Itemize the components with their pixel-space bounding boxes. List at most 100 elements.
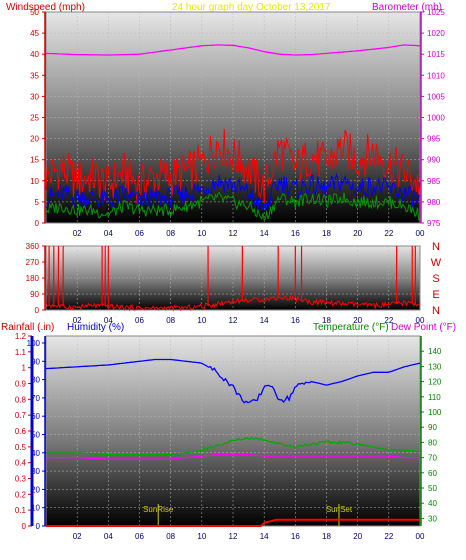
temperature-tick-label: 120	[428, 378, 442, 387]
dewpoint-axis-label: Dew Point (°F)	[391, 322, 456, 333]
y-left-tick-label: 10	[30, 177, 39, 186]
series-barometer-line	[45, 44, 421, 56]
humidity-tick-label: 100	[27, 339, 41, 348]
compass-label: W	[431, 257, 442, 269]
rainfall-tick-label: 0.8	[15, 395, 27, 404]
y-left-tick-label: 40	[30, 50, 39, 59]
humidity-tick-label: 70	[31, 394, 40, 403]
x-tick-label: 16	[291, 532, 300, 541]
x-tick-label: 22	[384, 532, 393, 541]
y-left-tick-label: 270	[26, 258, 40, 267]
x-tick-label: 10	[197, 229, 206, 238]
y-right-tick-label: 1010	[427, 71, 445, 80]
humidity-tick-label: 60	[31, 412, 40, 421]
temperature-tick-label: 140	[428, 347, 442, 356]
temperature-tick-label: 100	[428, 408, 442, 417]
x-tick-label: 12	[229, 229, 238, 238]
x-tick-label: 06	[135, 229, 144, 238]
series-wind-direction-line	[45, 294, 421, 312]
temperature-axis-label: Temperature (°F)	[313, 322, 389, 333]
humidity-tick-label: 30	[31, 467, 40, 476]
humidity-tick-label: 50	[31, 431, 40, 440]
header-windspeed-label: Windspeed (mph)	[6, 2, 85, 13]
temperature-tick-label: 110	[428, 393, 441, 402]
y-left-tick-label: 0	[35, 306, 40, 315]
temperature-tick-label: 50	[428, 484, 437, 493]
rainfall-tick-label: 0.2	[15, 490, 27, 499]
temperature-tick-label: 90	[428, 423, 437, 432]
y-left-tick-label: 20	[30, 135, 39, 144]
x-tick-label: 16	[291, 229, 300, 238]
sun-marker-label: SunRise	[143, 505, 174, 514]
y-right-tick-label: 1020	[427, 29, 445, 38]
y-left-tick-label: 30	[30, 92, 39, 101]
x-tick-label: 00	[416, 532, 425, 541]
temperature-tick-label: 40	[428, 499, 437, 508]
x-tick-label: 18	[322, 316, 331, 325]
rainfall-tick-label: 0.1	[15, 506, 27, 515]
y-left-tick-label: 0	[35, 219, 40, 228]
humidity-axis-label: Humidity (%)	[67, 322, 124, 333]
series-rainfall-line	[46, 518, 420, 527]
panel3-frame	[45, 335, 421, 527]
x-tick-label: 02	[73, 316, 82, 325]
x-tick-label: 18	[322, 229, 331, 238]
x-tick-label: 06	[135, 532, 144, 541]
temperature-tick-label: 30	[428, 514, 437, 523]
y-right-tick-label: 1000	[427, 114, 445, 123]
x-tick-label: 08	[166, 532, 175, 541]
series-temperature-line	[46, 436, 421, 456]
series-wind-low-line	[45, 191, 421, 222]
y-left-tick-label: 35	[30, 71, 39, 80]
y-right-tick-label: 995	[427, 135, 441, 144]
x-tick-label: 04	[104, 229, 113, 238]
x-tick-label: 22	[384, 316, 393, 325]
temperature-tick-label: 60	[428, 469, 437, 478]
temperature-tick-label: 70	[428, 454, 437, 463]
x-tick-label: 12	[229, 532, 238, 541]
y-left-tick-label: 15	[30, 156, 39, 165]
rainfall-tick-label: 0.5	[15, 443, 27, 452]
y-left-tick-label: 360	[26, 242, 40, 251]
compass-label: E	[432, 289, 439, 301]
y-left-tick-label: 45	[30, 29, 39, 38]
x-tick-label: 02	[73, 229, 82, 238]
panel-humidity-temperature: 0 0.1 0.2 0.3 0.4 0.5 0.6 0.7 0.8 0.9 1 1.1 1.2 0 10 20…	[15, 332, 442, 541]
rainfall-tick-label: 0.3	[15, 475, 27, 484]
series-dew-point-line	[46, 453, 420, 460]
x-tick-label: 02	[73, 532, 82, 541]
y-left-tick-label: 180	[26, 274, 40, 283]
rainfall-axis-label: Rainfall (.in)	[1, 322, 54, 333]
humidity-tick-label: 40	[31, 449, 40, 458]
y-right-tick-label: 980	[427, 198, 441, 207]
x-tick-label: 10	[197, 532, 206, 541]
sun-marker-label: SunSet	[326, 505, 353, 514]
compass-label: S	[432, 273, 439, 285]
compass-label: N	[432, 305, 440, 317]
series-wind-avg-line	[45, 173, 421, 212]
x-tick-label: 14	[260, 229, 269, 238]
y-right-tick-label: 1025	[427, 8, 445, 17]
x-tick-label: 22	[384, 229, 393, 238]
series-wind-gust-line	[45, 128, 421, 206]
x-tick-label: 04	[104, 316, 113, 325]
x-tick-label: 04	[104, 532, 113, 541]
y-right-tick-label: 975	[427, 219, 441, 228]
x-tick-label: 14	[260, 532, 269, 541]
x-tick-label: 00	[416, 316, 425, 325]
x-tick-label: 14	[260, 316, 269, 325]
humidity-tick-label: 0	[36, 522, 41, 531]
x-tick-label: 20	[353, 229, 362, 238]
x-tick-label: 20	[353, 532, 362, 541]
temperature-tick-label: 80	[428, 438, 437, 447]
rainfall-tick-label: 0.7	[15, 411, 27, 420]
y-right-tick-label: 1015	[427, 50, 445, 59]
header-date-title: 24 hour graph day October 13,2017	[172, 2, 331, 13]
rainfall-tick-label: 1.1	[15, 348, 27, 357]
x-tick-label: 06	[135, 316, 144, 325]
rainfall-tick-label: 0.4	[15, 459, 27, 468]
y-left-tick-label: 25	[30, 114, 39, 123]
humidity-tick-label: 20	[31, 485, 40, 494]
panel-wind-barometer: 0510152025303540455097598098599099510001…	[30, 8, 445, 238]
